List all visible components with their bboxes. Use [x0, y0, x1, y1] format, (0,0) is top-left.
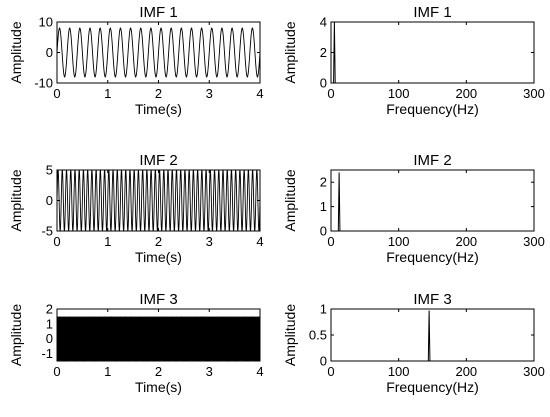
y-tick-label: 0 — [320, 224, 327, 239]
y-tick-label: 5 — [46, 163, 53, 178]
x-tick-label: 3 — [206, 364, 213, 379]
chart-title: IMF 1 — [413, 4, 451, 21]
y-tick-label: 0 — [46, 331, 53, 346]
y-tick-label: 2 — [320, 45, 327, 60]
signal-line — [56, 316, 261, 362]
x-tick-label: 0 — [53, 364, 60, 379]
x-tick-label: 100 — [388, 86, 410, 101]
chart-panel-2: 0 100 200 300 0 2 4 IMF 1 Frequency(Hz) Amplitude — [282, 4, 545, 117]
x-axis-label: Time(s) — [135, 101, 182, 117]
y-tick-label: 10 — [39, 15, 53, 30]
y-tick-label: 0 — [320, 76, 327, 91]
x-tick-label: 300 — [523, 234, 545, 249]
chart-title: IMF 3 — [139, 291, 177, 308]
x-tick-label: 0 — [53, 234, 60, 249]
x-tick-label: 300 — [523, 86, 545, 101]
x-tick-label: 1 — [104, 234, 111, 249]
y-tick-label: 0 — [46, 45, 53, 60]
x-tick-label: 4 — [256, 86, 263, 101]
x-axis-label: Frequency(Hz) — [386, 249, 479, 265]
y-axis-label: Amplitude — [8, 21, 24, 83]
y-axis-label: Amplitude — [282, 21, 298, 83]
signal-line — [56, 27, 261, 78]
y-tick-label: 0 — [46, 193, 53, 208]
chart-panel-6: 0 100 200 300 0 0.5 1 IMF 3 Frequency(Hz) Amplitu… — [282, 291, 545, 395]
x-tick-label: 2 — [155, 364, 162, 379]
y-axis-label: Amplitude — [282, 169, 298, 231]
x-tick-label: 3 — [206, 234, 213, 249]
x-tick-label: 200 — [455, 86, 477, 101]
chart-title: IMF 2 — [139, 152, 177, 169]
y-tick-label: -1 — [41, 346, 53, 361]
x-tick-label: 300 — [523, 364, 545, 379]
x-tick-label: 1 — [104, 364, 111, 379]
x-tick-label: 4 — [256, 364, 263, 379]
x-tick-label: 2 — [155, 86, 162, 101]
y-tick-label: 1 — [320, 199, 327, 214]
x-tick-label: 4 — [256, 234, 263, 249]
spectrum-line — [331, 310, 501, 362]
x-tick-label: 100 — [388, 234, 410, 249]
spectrum-line — [331, 21, 501, 84]
y-tick-label: -5 — [41, 224, 53, 239]
y-tick-label: 1 — [320, 302, 327, 317]
axes-box — [330, 169, 535, 232]
y-tick-label: 2 — [46, 302, 53, 317]
y-axis-label: Amplitude — [8, 169, 24, 231]
axes-box — [330, 21, 535, 84]
y-tick-label: 0 — [320, 354, 327, 369]
chart-title: IMF 2 — [413, 152, 451, 169]
x-tick-label: 100 — [388, 364, 410, 379]
x-tick-label: 0 — [53, 86, 60, 101]
spectrum-line — [331, 172, 501, 232]
y-tick-label: -10 — [34, 76, 53, 91]
x-axis-label: Frequency(Hz) — [386, 101, 479, 117]
y-tick-label: 2 — [320, 175, 327, 190]
axes-box — [330, 308, 535, 362]
chart-title: IMF 1 — [139, 4, 177, 21]
signal-line — [56, 169, 261, 232]
x-axis-label: Time(s) — [135, 379, 182, 395]
x-tick-label: 2 — [155, 234, 162, 249]
chart-panel-4: 0 100 200 300 0 1 2 IMF 2 Frequency(Hz) Amplitude — [282, 152, 545, 265]
x-axis-label: Frequency(Hz) — [386, 379, 479, 395]
x-tick-label: 0 — [327, 234, 334, 249]
y-tick-label: 0.5 — [309, 328, 327, 343]
y-tick-label: 4 — [320, 15, 327, 30]
y-axis-label: Amplitude — [8, 304, 24, 366]
x-tick-label: 200 — [455, 364, 477, 379]
y-tick-label: 1 — [46, 316, 53, 331]
x-tick-label: 0 — [327, 86, 334, 101]
y-axis-label: Amplitude — [282, 304, 298, 366]
x-tick-label: 3 — [206, 86, 213, 101]
x-tick-label: 0 — [327, 364, 334, 379]
chart-title: IMF 3 — [413, 291, 451, 308]
x-tick-label: 1 — [104, 86, 111, 101]
x-tick-label: 200 — [455, 234, 477, 249]
x-axis-label: Time(s) — [135, 249, 182, 265]
